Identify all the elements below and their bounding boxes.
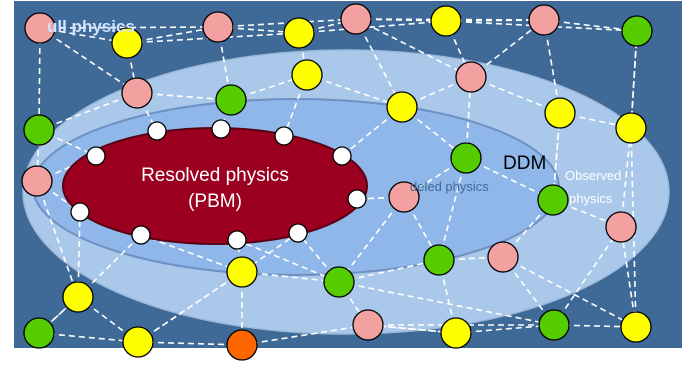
edge — [241, 271, 340, 283]
modeled-physics-label: deled physics — [410, 179, 489, 194]
white-node — [70, 202, 90, 222]
edge — [241, 324, 369, 346]
nodes-group — [21, 3, 653, 361]
edge — [241, 232, 299, 273]
white-node — [131, 225, 151, 245]
yellow-node — [226, 256, 258, 288]
edge — [445, 19, 545, 22]
edge — [355, 18, 472, 78]
edge — [543, 19, 561, 114]
resolved-physics-ellipse — [62, 127, 368, 245]
pink-node — [605, 211, 637, 243]
yellow-node — [111, 27, 143, 59]
green-node — [538, 309, 570, 341]
edge — [338, 281, 555, 326]
edge — [438, 157, 467, 261]
yellow-node — [620, 311, 652, 343]
white-node — [332, 146, 352, 166]
edge — [338, 259, 440, 283]
pink-node — [21, 165, 53, 197]
edge — [137, 341, 243, 346]
white-node — [288, 223, 308, 243]
pink-node — [24, 12, 56, 44]
white-node — [227, 230, 247, 250]
edge — [630, 30, 638, 129]
edge — [38, 27, 41, 131]
edge — [137, 271, 243, 343]
yellow-node — [283, 17, 315, 49]
ddm-label: DDM — [503, 153, 546, 174]
observed-physics-label-line2: physics — [569, 191, 613, 206]
edge — [355, 18, 403, 108]
pink-node — [352, 309, 384, 341]
green-node — [323, 266, 355, 298]
pbm-label: (PBM) — [188, 191, 242, 212]
orange-node — [226, 329, 258, 361]
resolved-physics-label: Resolved physics — [141, 165, 289, 186]
white-node — [274, 126, 294, 146]
white-node — [347, 189, 367, 209]
edge — [630, 30, 638, 129]
white-node — [86, 146, 106, 166]
edge — [217, 18, 357, 28]
pink-node — [528, 4, 560, 36]
full-physics-label: ull physics — [47, 17, 135, 36]
edge — [620, 127, 632, 228]
edge — [236, 239, 340, 283]
edge — [136, 92, 232, 101]
green-node — [423, 244, 455, 276]
green-node — [215, 84, 247, 116]
observed-physics-label: Observed — [565, 168, 621, 183]
yellow-node — [122, 326, 154, 358]
yellow-node — [440, 317, 472, 349]
pink-node — [340, 3, 372, 35]
white-node — [147, 121, 167, 141]
edge — [502, 256, 637, 328]
edge — [140, 234, 243, 273]
pink-node — [487, 241, 519, 273]
pink-node — [121, 77, 153, 109]
edge — [298, 20, 447, 34]
edge — [338, 196, 405, 283]
edge — [126, 32, 300, 44]
yellow-node — [544, 97, 576, 129]
green-node — [537, 184, 569, 216]
yellow-node — [291, 59, 323, 91]
edge — [470, 76, 561, 114]
edge — [38, 332, 139, 343]
green-node — [621, 15, 653, 47]
yellow-node — [386, 91, 418, 123]
edge — [306, 74, 403, 108]
green-node — [23, 317, 55, 349]
pink-node — [455, 61, 487, 93]
edge — [38, 92, 138, 131]
edge — [465, 157, 554, 201]
pink-node — [388, 181, 420, 213]
yellow-node — [62, 281, 94, 313]
white-node — [211, 119, 231, 139]
edge — [630, 127, 637, 328]
green-node — [23, 114, 55, 146]
pink-node — [202, 11, 234, 43]
edge — [455, 324, 555, 334]
yellow-node — [430, 5, 462, 37]
edge — [356, 196, 405, 200]
edge — [36, 180, 79, 298]
green-node — [450, 142, 482, 174]
yellow-node — [615, 112, 647, 144]
edge — [620, 226, 637, 328]
